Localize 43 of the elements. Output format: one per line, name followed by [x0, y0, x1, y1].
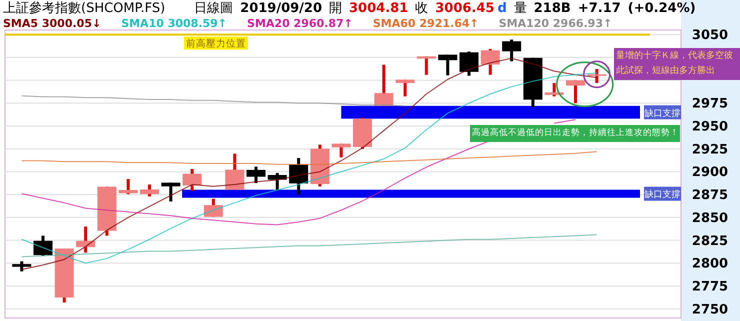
candlestick	[396, 80, 415, 96]
candlestick	[566, 80, 585, 104]
candlestick	[12, 261, 32, 272]
candlestick	[460, 52, 478, 76]
y-tick-label: 2950	[692, 120, 728, 134]
y-tick-label: 2825	[692, 234, 728, 249]
chart-title: 上証參考指數(SHCOMP.FS)	[3, 1, 166, 16]
candlestick	[289, 158, 308, 195]
candlestick	[332, 144, 351, 158]
text: SMA5 3000.05↓	[3, 17, 102, 30]
candlestick	[438, 54, 458, 76]
candlestick	[204, 198, 223, 217]
candlestick	[182, 168, 202, 191]
y-tick-label: 2875	[692, 188, 728, 204]
candlestick	[34, 236, 52, 256]
y-tick-label: 3050	[692, 28, 728, 44]
y-tick-label: 2900	[692, 165, 728, 180]
text: SMA20 2960.87↑	[247, 17, 353, 30]
y-tick-label: 2850	[692, 210, 728, 226]
candlestick	[118, 179, 138, 194]
text: 量增的十字Ｋ線，代表多空彼此試探，短線由多方勝出	[614, 48, 740, 80]
y-tick-label: 2975	[692, 96, 728, 112]
candlestick	[225, 154, 244, 190]
line-series	[21, 234, 598, 258]
band-label: 缺口支撐	[644, 189, 680, 200]
candlestick	[480, 48, 500, 75]
ref-line-label: 前高壓力位置	[186, 38, 246, 50]
candlestick	[587, 68, 606, 84]
y-tick-label: 2775	[692, 280, 728, 294]
candlestick	[161, 182, 180, 202]
candlestick	[246, 166, 266, 184]
candlestick	[140, 184, 159, 196]
y-tick-label: 2750	[692, 302, 728, 318]
text: SMA60 2921.64↑	[372, 17, 479, 30]
y-tick-label: 2800	[692, 256, 728, 272]
candlestick	[374, 64, 394, 106]
annotation: 高過高低不過低的日出走勢，持續往上進攻的態勢！	[470, 125, 680, 142]
text: SMA120 2966.93↑	[498, 17, 612, 30]
text: SMA10 3008.59↑	[121, 17, 228, 30]
text: 日線圖 2019/09/20 開 3004.81 收 3006.45 d 量 218B +7.17 (+0.24%)	[194, 1, 696, 16]
band-label: 缺口支撐	[644, 108, 680, 119]
y-tick-label: 2925	[692, 142, 728, 158]
candlestick	[502, 40, 522, 62]
